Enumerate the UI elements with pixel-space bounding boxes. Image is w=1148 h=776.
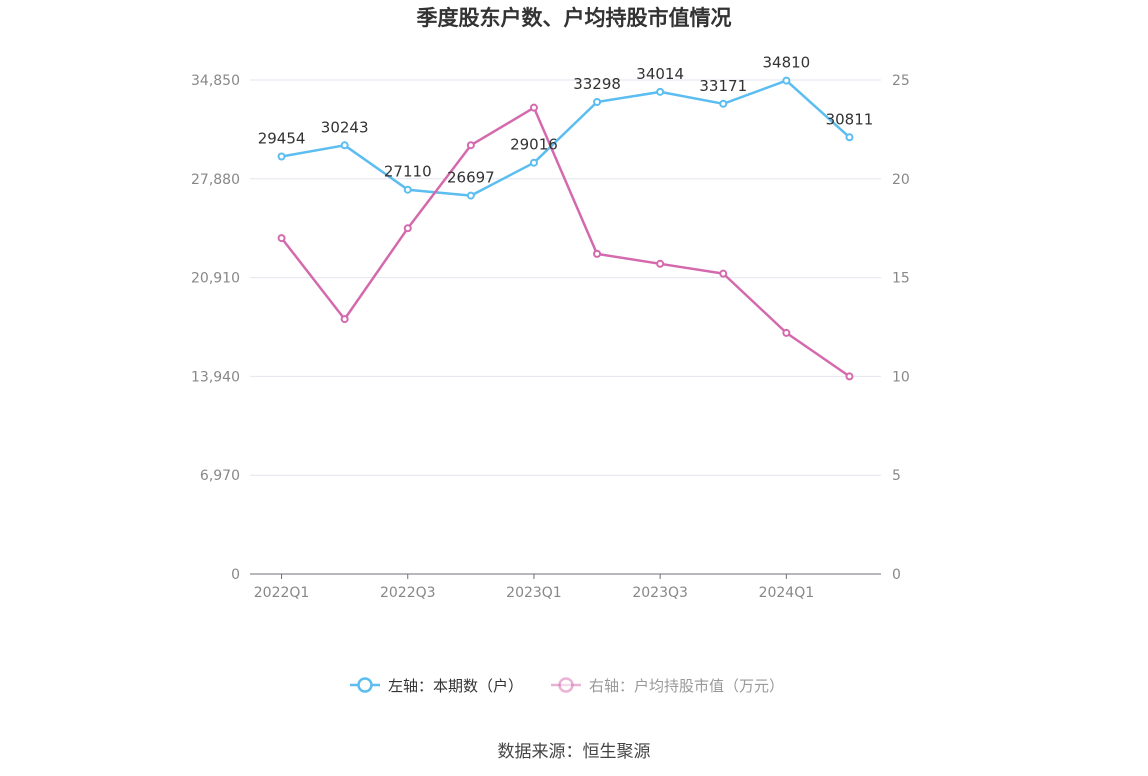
legend-swatch-marker <box>357 677 373 693</box>
x-tick-label: 2023Q1 <box>506 585 562 601</box>
series-1-point <box>782 328 791 337</box>
data-label: 27110 <box>384 163 432 181</box>
right-tick-label: 10 <box>892 369 910 385</box>
series-line-0 <box>281 79 851 197</box>
source-text: 数据来源：恒生聚源 <box>498 742 651 762</box>
right-tick-label: 5 <box>892 468 901 484</box>
series-0-point <box>529 158 538 167</box>
series-0-point <box>466 191 475 200</box>
series-0-point <box>656 87 665 96</box>
right-tick-label: 0 <box>892 567 901 583</box>
x-tick-label: 2022Q1 <box>254 585 310 601</box>
series-1-point <box>529 103 538 112</box>
series-0-point <box>782 76 791 85</box>
series-0-point <box>719 99 728 108</box>
x-tick-label: 2023Q3 <box>632 585 688 601</box>
series-1-point <box>466 141 475 150</box>
data-labels: 29454 30243 27110 26697 29016 33298 34014 33171… <box>258 54 874 187</box>
series-1-point <box>403 224 412 233</box>
data-label: 29016 <box>510 136 558 154</box>
series-1-point <box>719 269 728 278</box>
series-0-point <box>277 152 286 161</box>
series-1-point <box>340 315 349 324</box>
data-label: 29454 <box>258 129 306 147</box>
series-line-1 <box>280 106 851 378</box>
series-1-point <box>593 249 602 258</box>
legend-swatch-marker <box>558 677 574 693</box>
x-tick-label: 2024Q1 <box>759 585 815 601</box>
data-label: 33171 <box>699 77 747 95</box>
x-axis: 2022Q1 2022Q3 2023Q1 2023Q3 2024Q1 <box>250 573 881 601</box>
right-tick-label: 15 <box>892 271 910 287</box>
left-tick-label: 34,850 <box>191 73 240 89</box>
right-tick-label: 20 <box>892 172 910 188</box>
left-tick-label: 20,910 <box>191 271 240 287</box>
left-tick-label: 6,970 <box>200 468 240 484</box>
chart-title: 季度股东户数、户均持股市值情况 <box>417 6 732 30</box>
series-1-point <box>277 234 286 243</box>
legend: 左轴：本期数（户） 右轴：户均持股市值（万元） <box>350 677 784 695</box>
legend-label[interactable]: 左轴：本期数（户） <box>388 677 523 695</box>
series-0-point <box>593 97 602 106</box>
data-label: 30811 <box>826 110 874 128</box>
left-tick-label: 13,940 <box>191 369 240 385</box>
data-label: 30243 <box>321 118 369 136</box>
series-1-point <box>656 259 665 268</box>
right-tick-label: 25 <box>892 73 910 89</box>
series-0-point <box>340 141 349 150</box>
data-label: 26697 <box>447 169 495 187</box>
data-label: 34810 <box>762 54 810 72</box>
right-axis: 0 5 10 15 20 25 <box>892 73 910 583</box>
x-tick-label: 2022Q3 <box>380 585 436 601</box>
data-label: 34014 <box>636 65 684 83</box>
left-tick-label: 0 <box>231 567 240 583</box>
grid-lines <box>250 79 881 476</box>
left-axis: 0 6,970 13,940 20,910 27,880 34,850 <box>191 73 240 583</box>
data-label: 33298 <box>573 75 621 93</box>
series-0-point <box>403 185 412 194</box>
series-1-point <box>845 372 854 381</box>
legend-label[interactable]: 右轴：户均持股市值（万元） <box>589 677 784 695</box>
series-layer <box>277 76 854 381</box>
left-tick-label: 27,880 <box>191 172 240 188</box>
series-0-point <box>845 133 854 142</box>
